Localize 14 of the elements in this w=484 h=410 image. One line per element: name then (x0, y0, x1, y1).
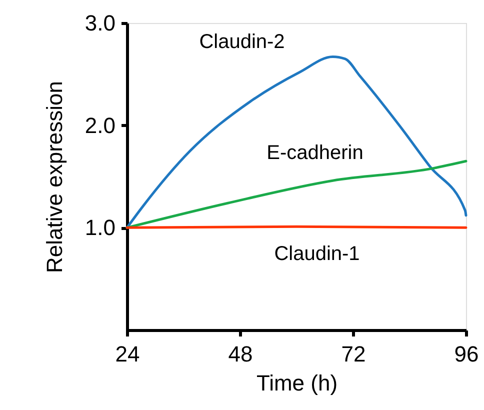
annotation: E-cadherin (266, 142, 364, 164)
x-tick-label: 72 (341, 342, 366, 366)
y-tick-label: 1.0 (84, 215, 116, 240)
x-axis-title: Time (h) (256, 370, 338, 396)
y-tick-label: 2.0 (84, 112, 116, 138)
x-tick-label: 96 (454, 342, 479, 366)
x-tick-label: 48 (228, 342, 253, 366)
line-series (126, 56, 468, 229)
x-tick-label: 24 (115, 342, 140, 366)
y-axis-title: Relative expression (42, 81, 67, 273)
y-tick-label: 3.0 (84, 10, 116, 36)
line-series (126, 160, 468, 229)
annotation: Claudin-1 (274, 243, 360, 265)
annotation: Claudin-2 (199, 31, 285, 53)
